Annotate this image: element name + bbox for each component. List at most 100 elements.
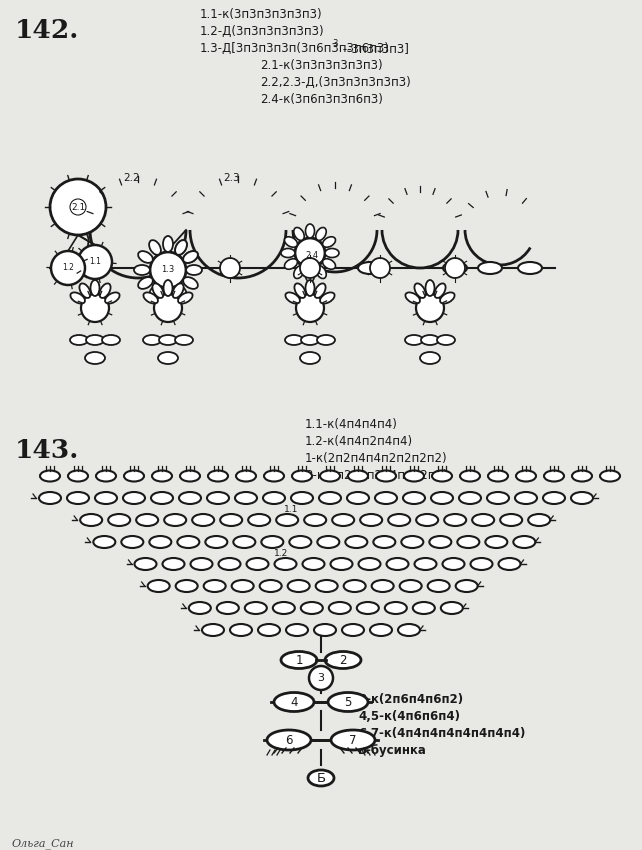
Ellipse shape <box>413 602 435 614</box>
Ellipse shape <box>281 248 295 258</box>
Ellipse shape <box>444 514 466 526</box>
Ellipse shape <box>358 262 382 274</box>
Ellipse shape <box>274 693 314 711</box>
Ellipse shape <box>218 558 241 570</box>
Ellipse shape <box>376 471 396 481</box>
Ellipse shape <box>544 471 564 481</box>
Ellipse shape <box>232 580 254 592</box>
Ellipse shape <box>342 624 364 636</box>
Ellipse shape <box>316 580 338 592</box>
Ellipse shape <box>294 228 304 241</box>
Ellipse shape <box>457 536 480 548</box>
Text: 7: 7 <box>349 734 357 746</box>
Ellipse shape <box>302 558 324 570</box>
Text: 1.1-к(4п4п4п4): 1.1-к(4п4п4п4) <box>305 418 398 431</box>
Ellipse shape <box>301 335 319 345</box>
Ellipse shape <box>441 602 463 614</box>
Circle shape <box>416 294 444 322</box>
Ellipse shape <box>420 352 440 364</box>
Text: 4: 4 <box>290 695 298 709</box>
Circle shape <box>50 179 106 235</box>
Ellipse shape <box>405 292 420 303</box>
Ellipse shape <box>261 536 283 548</box>
Ellipse shape <box>163 236 173 252</box>
Ellipse shape <box>514 536 535 548</box>
Ellipse shape <box>348 471 368 481</box>
Ellipse shape <box>328 693 368 711</box>
Ellipse shape <box>543 492 565 504</box>
Ellipse shape <box>40 471 60 481</box>
Ellipse shape <box>151 492 173 504</box>
Ellipse shape <box>331 558 352 570</box>
Ellipse shape <box>315 283 325 298</box>
Circle shape <box>78 245 112 279</box>
Ellipse shape <box>124 471 144 481</box>
Ellipse shape <box>248 514 270 526</box>
Ellipse shape <box>150 536 171 548</box>
Text: 3: 3 <box>333 39 338 48</box>
Ellipse shape <box>320 471 340 481</box>
Ellipse shape <box>357 602 379 614</box>
Ellipse shape <box>245 602 267 614</box>
Ellipse shape <box>440 292 455 303</box>
Ellipse shape <box>345 536 367 548</box>
Ellipse shape <box>275 558 297 570</box>
Ellipse shape <box>528 514 550 526</box>
Ellipse shape <box>276 514 298 526</box>
Ellipse shape <box>385 602 407 614</box>
Ellipse shape <box>93 536 116 548</box>
Circle shape <box>220 258 240 278</box>
Ellipse shape <box>515 492 537 504</box>
Ellipse shape <box>285 335 303 345</box>
Text: 6: 6 <box>285 734 293 746</box>
Ellipse shape <box>284 258 297 269</box>
Ellipse shape <box>202 624 224 636</box>
Circle shape <box>370 258 390 278</box>
Ellipse shape <box>428 580 449 592</box>
Ellipse shape <box>518 262 542 274</box>
Ellipse shape <box>108 514 130 526</box>
Ellipse shape <box>360 514 382 526</box>
Ellipse shape <box>189 602 211 614</box>
Ellipse shape <box>308 770 334 786</box>
Ellipse shape <box>284 237 297 247</box>
Ellipse shape <box>386 558 408 570</box>
Ellipse shape <box>177 536 199 548</box>
Ellipse shape <box>191 558 213 570</box>
Ellipse shape <box>322 258 336 269</box>
Ellipse shape <box>498 558 521 570</box>
Ellipse shape <box>317 536 340 548</box>
Text: 2.3: 2.3 <box>223 173 240 183</box>
Ellipse shape <box>123 492 145 504</box>
Ellipse shape <box>443 262 467 274</box>
Ellipse shape <box>143 292 158 303</box>
Ellipse shape <box>300 352 320 364</box>
Ellipse shape <box>236 471 256 481</box>
Ellipse shape <box>175 285 187 300</box>
Ellipse shape <box>138 251 153 263</box>
Ellipse shape <box>304 514 326 526</box>
Ellipse shape <box>258 624 280 636</box>
Ellipse shape <box>306 280 315 296</box>
Text: 143.: 143. <box>15 438 80 463</box>
Ellipse shape <box>485 536 507 548</box>
Ellipse shape <box>291 492 313 504</box>
Ellipse shape <box>431 492 453 504</box>
Text: 2.4-к(3п6п3п3п6п3): 2.4-к(3п6п3п3п6п3) <box>260 93 383 106</box>
Ellipse shape <box>192 514 214 526</box>
Text: 3: 3 <box>318 673 324 683</box>
Ellipse shape <box>343 580 366 592</box>
Ellipse shape <box>159 335 177 345</box>
Ellipse shape <box>572 471 592 481</box>
Ellipse shape <box>281 651 317 668</box>
Text: 1.2-Д(3п3п3п3п3п3): 1.2-Д(3п3п3п3п3п3) <box>200 25 325 38</box>
Text: 1.2: 1.2 <box>62 264 74 273</box>
Ellipse shape <box>487 492 509 504</box>
Circle shape <box>81 294 109 322</box>
Ellipse shape <box>264 471 284 481</box>
Ellipse shape <box>325 248 339 258</box>
Ellipse shape <box>71 292 85 303</box>
Ellipse shape <box>456 580 478 592</box>
Ellipse shape <box>322 237 336 247</box>
Ellipse shape <box>180 471 200 481</box>
